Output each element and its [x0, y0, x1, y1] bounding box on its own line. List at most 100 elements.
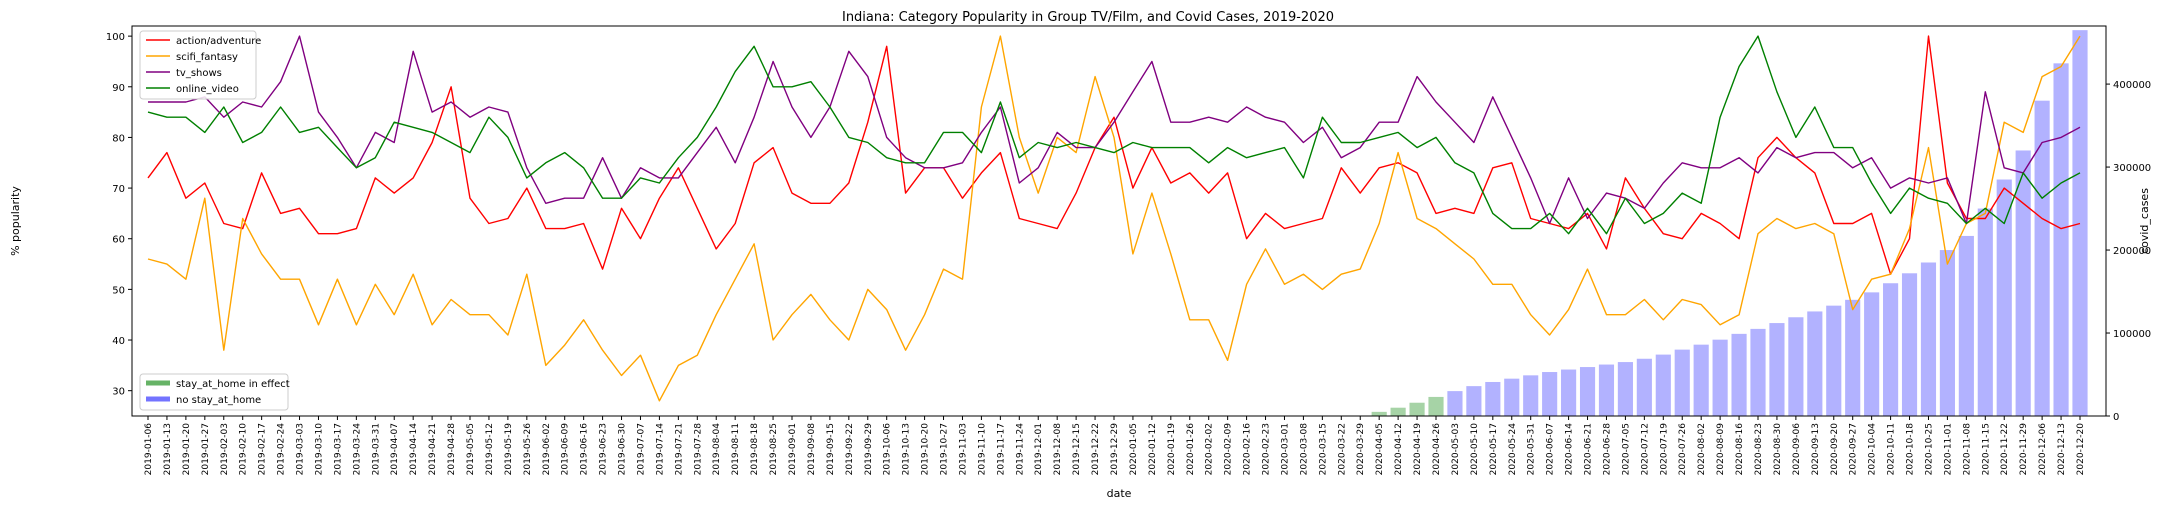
x-tick-label: 2019-03-17 [333, 423, 343, 475]
y-axis: 30 40 50 60 70 80 90 100 [106, 32, 132, 398]
y-tick-label: 100 [106, 32, 125, 43]
x-tick-label: 2020-04-12 [1394, 423, 1404, 475]
x-tick-label: 2020-08-30 [1773, 423, 1783, 476]
x-tick-label: 2020-06-21 [1584, 423, 1594, 475]
x-tick-label: 2019-05-12 [485, 423, 495, 475]
bar-no-stay-at-home [1466, 386, 1482, 416]
x-tick-label: 2020-01-12 [1148, 423, 1158, 475]
bar-no-stay-at-home [1845, 299, 1861, 416]
y2-tick-label: 400000 [2113, 80, 2151, 91]
x-tick-label: 2020-09-13 [1811, 423, 1821, 475]
y-tick-label: 90 [112, 83, 125, 94]
bar-no-stay-at-home [1769, 323, 1785, 416]
y-axis-label: % popularity [9, 186, 22, 256]
x-tick-label: 2019-12-22 [1091, 423, 1101, 475]
bar-no-stay-at-home [1598, 364, 1615, 416]
y-tick-label: 70 [112, 184, 125, 195]
bar-stay-at-home [1409, 402, 1425, 416]
bar-no-stay-at-home [1561, 369, 1577, 416]
bar-no-stay-at-home [1939, 250, 1955, 416]
x-tick-label: 2020-01-19 [1167, 423, 1177, 476]
bar-no-stay-at-home [1712, 339, 1728, 416]
x-tick-label: 2019-07-21 [674, 423, 684, 475]
x-tick-label: 2020-09-27 [1849, 423, 1859, 475]
x-tick-label: 2019-03-24 [352, 423, 362, 476]
x-tick-label: 2019-10-13 [902, 423, 912, 475]
x-tick-label: 2020-02-09 [1224, 423, 1234, 476]
x-tick-label: 2019-03-10 [314, 423, 324, 476]
legend-bar-label: stay_at_home in effect [176, 379, 290, 390]
x-tick-label: 2020-01-05 [1129, 423, 1139, 475]
chart-title: Indiana: Category Popularity in Group TV… [842, 10, 1334, 25]
x-tick-label: 2019-02-10 [239, 423, 249, 476]
y-tick-label: 80 [112, 133, 125, 144]
bar-no-stay-at-home [1901, 273, 1918, 416]
bar-no-stay-at-home [1750, 328, 1766, 416]
bar-no-stay-at-home [1864, 292, 1880, 416]
x-tick-label: 2019-07-07 [636, 423, 646, 475]
x-tick-label: 2020-05-03 [1451, 423, 1461, 475]
legend-series-box [139, 30, 257, 100]
x-tick-label: 2019-01-20 [182, 423, 192, 476]
bar-no-stay-at-home [1542, 372, 1558, 416]
plot-frame [131, 25, 2107, 417]
bar-no-stay-at-home [2034, 100, 2050, 417]
x-tick-label: 2020-10-25 [1924, 423, 1934, 475]
x-tick-label: 2019-06-16 [580, 423, 590, 476]
bar-no-stay-at-home [1504, 378, 1520, 416]
bar-no-stay-at-home [1579, 367, 1596, 416]
x-tick-label: 2019-07-14 [655, 423, 665, 476]
x-tick-label: 2020-10-04 [1868, 423, 1878, 476]
x-tick-label: 2019-09-15 [826, 423, 836, 475]
x-tick-label: 2019-01-06 [144, 423, 154, 476]
bar-no-stay-at-home [1807, 311, 1823, 416]
bar-no-stay-at-home [1485, 381, 1501, 416]
x-tick-label: 2020-03-08 [1299, 423, 1309, 476]
y-tick-label: 60 [112, 235, 125, 246]
legend-bars-box [139, 373, 289, 411]
series-line-scifi-fantasy [147, 35, 2081, 402]
x-tick-label: 2020-08-23 [1754, 423, 1764, 475]
bar-no-stay-at-home [1788, 317, 1804, 416]
x-tick-label: 2020-07-19 [1659, 423, 1669, 476]
bar-no-stay-at-home [1447, 391, 1463, 416]
x-tick-label: 2020-06-07 [1546, 423, 1556, 475]
bar-no-stay-at-home [1731, 333, 1747, 416]
x-tick-label: 2020-02-23 [1262, 423, 1272, 475]
x-tick-label: 2019-08-04 [712, 423, 722, 476]
x-tick-label: 2019-08-25 [769, 423, 779, 475]
x-tick-label: 2019-12-15 [1072, 423, 1082, 475]
y-tick-label: 40 [112, 336, 125, 347]
x-tick-label: 2020-10-11 [1887, 423, 1897, 475]
bars-layer [1371, 30, 2088, 417]
legend-label: online_video [176, 84, 239, 95]
x-axis-label: date [1107, 487, 1132, 500]
series-line-online-video [147, 35, 2081, 235]
x-tick-label: 2020-02-02 [1205, 423, 1215, 475]
y2-tick-label: 0 [2113, 412, 2119, 423]
x-tick-label: 2020-09-20 [1830, 423, 1840, 476]
x-tick-label: 2019-12-08 [1053, 423, 1063, 476]
bar-no-stay-at-home [1826, 305, 1842, 416]
x-tick-label: 2020-11-22 [2000, 423, 2010, 475]
x-tick-label: 2019-07-28 [693, 423, 703, 476]
bar-no-stay-at-home [1920, 262, 1937, 416]
bar-no-stay-at-home [1977, 208, 1993, 416]
x-tick-label: 2020-07-26 [1678, 423, 1688, 476]
x-tick-label: 2019-06-02 [542, 423, 552, 475]
x-tick-label: 2020-03-29 [1356, 423, 1366, 476]
bar-no-stay-at-home [1617, 362, 1633, 416]
x-tick-label: 2019-09-22 [845, 423, 855, 475]
x-tick-label: 2020-06-14 [1565, 423, 1575, 476]
x-tick-label: 2020-07-12 [1640, 423, 1650, 475]
y2-tick-label: 100000 [2113, 329, 2151, 340]
x-tick-label: 2019-04-14 [409, 423, 419, 476]
y-tick-label: 50 [112, 285, 125, 296]
y-tick-label: 30 [112, 387, 125, 398]
x-tick-label: 2019-06-09 [561, 423, 571, 476]
x-tick-label: 2020-04-19 [1413, 423, 1423, 476]
bar-no-stay-at-home [1693, 344, 1709, 416]
x-tick-label: 2019-10-27 [940, 423, 950, 475]
